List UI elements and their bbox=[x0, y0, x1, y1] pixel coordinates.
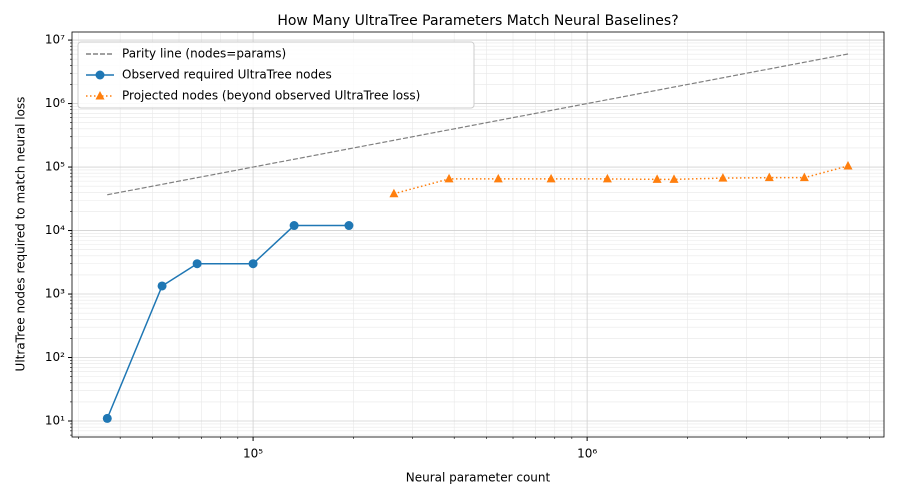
y-tick-label: 10² bbox=[45, 350, 65, 364]
y-tick-label: 10³ bbox=[45, 287, 65, 301]
point bbox=[652, 174, 662, 183]
point bbox=[669, 174, 679, 183]
point bbox=[157, 281, 167, 291]
legend-marker bbox=[95, 91, 105, 100]
point bbox=[764, 172, 774, 182]
x-tick-label: 10⁶ bbox=[577, 447, 597, 461]
point bbox=[192, 259, 202, 269]
legend-box bbox=[77, 41, 475, 109]
plot-frame bbox=[71, 31, 885, 438]
series-line bbox=[106, 224, 349, 419]
y-tick-label: 10⁷ bbox=[45, 33, 65, 47]
chart-title: How Many UltraTree Parameters Match Neur… bbox=[277, 13, 678, 29]
point bbox=[799, 172, 809, 182]
point bbox=[718, 173, 728, 182]
y-tick-label: 10⁴ bbox=[45, 223, 65, 237]
x-axis-label: Neural parameter count bbox=[406, 471, 551, 485]
y-axis-label: UltraTree nodes required to match neural… bbox=[14, 97, 28, 372]
point bbox=[102, 413, 112, 423]
y-tick-label: 10¹ bbox=[45, 414, 65, 428]
legend-marker bbox=[95, 70, 105, 80]
point bbox=[444, 173, 454, 183]
point bbox=[546, 173, 556, 183]
legend-label: Projected nodes (beyond observed UltraTr… bbox=[122, 89, 420, 103]
point bbox=[843, 160, 853, 170]
point bbox=[389, 188, 399, 198]
y-tick-label: 10⁵ bbox=[45, 160, 65, 174]
point bbox=[248, 259, 258, 269]
legend-label: Parity line (nodes=params) bbox=[122, 47, 286, 61]
point bbox=[602, 173, 612, 183]
legend-label: Observed required UltraTree nodes bbox=[122, 68, 332, 82]
y-tick-label: 10⁶ bbox=[45, 96, 65, 110]
point bbox=[289, 221, 299, 231]
point bbox=[493, 173, 503, 183]
point bbox=[344, 221, 354, 231]
x-tick-label: 10⁵ bbox=[243, 447, 263, 461]
